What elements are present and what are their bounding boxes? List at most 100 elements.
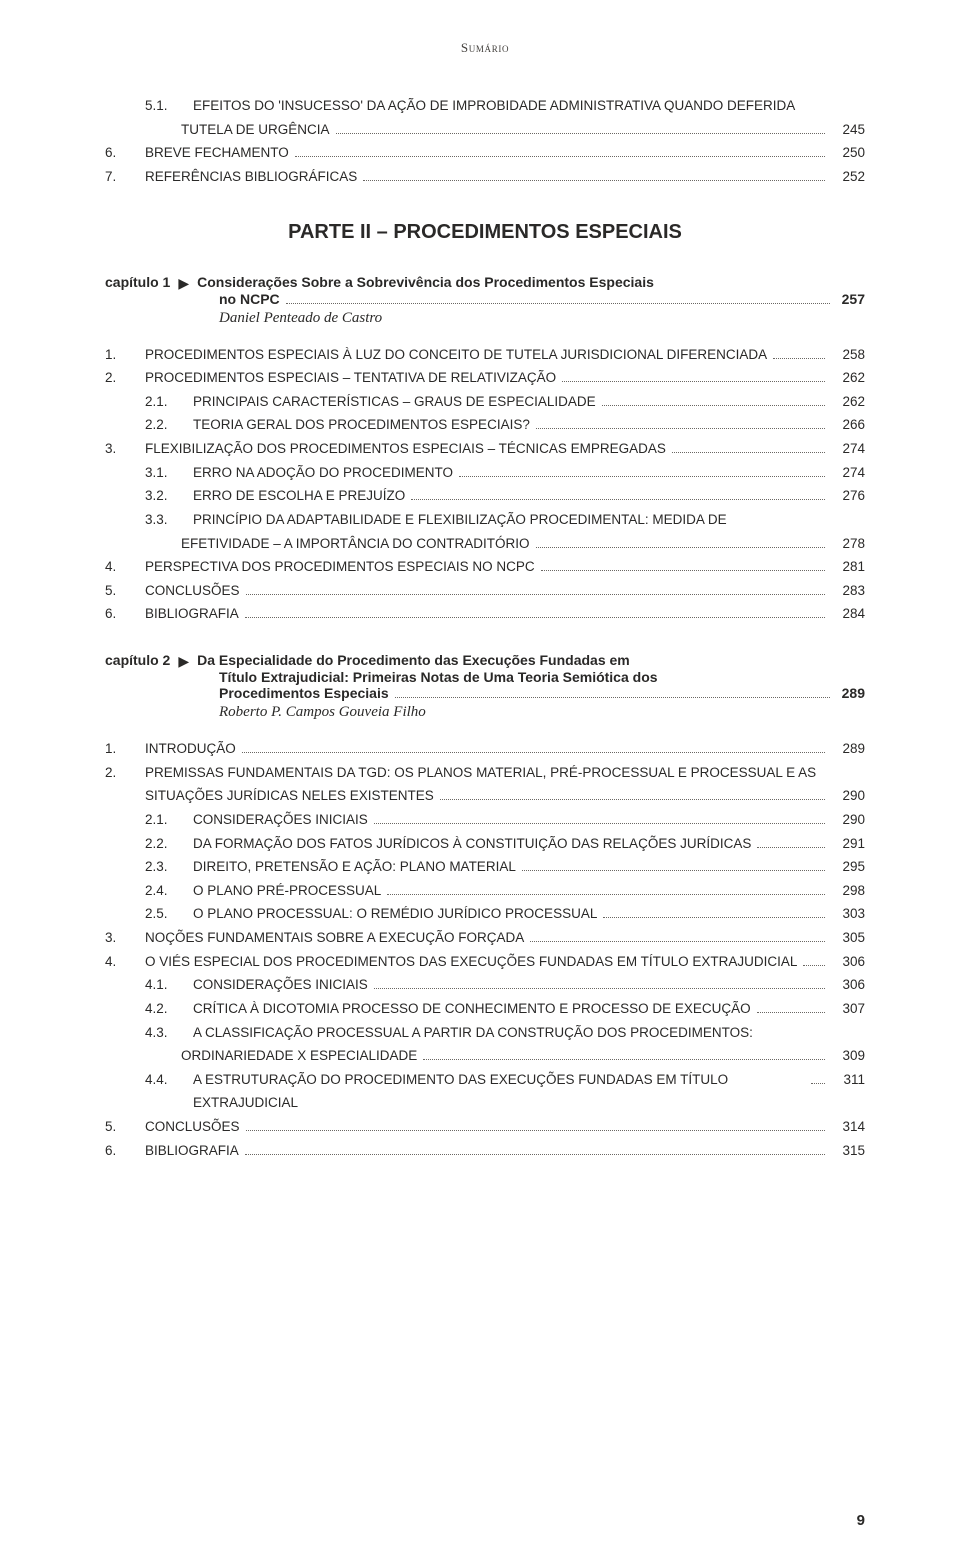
dot-leader	[363, 180, 825, 181]
toc-page: 298	[831, 879, 865, 903]
toc-row-continuation: TUTELA DE URGÊNCIA 245	[181, 118, 865, 142]
toc-number: 4.1.	[145, 973, 181, 997]
toc-text: PROCEDIMENTOS ESPECIAIS À LUZ DO CONCEIT…	[145, 343, 767, 367]
toc-text: EFETIVIDADE – A IMPORTÂNCIA DO CONTRADIT…	[181, 532, 530, 556]
dot-leader	[757, 847, 825, 848]
triangle-icon: ▶	[178, 275, 189, 292]
toc-text: ORDINARIEDADE X ESPECIALIDADE	[181, 1044, 417, 1068]
toc-row: 6. BREVE FECHAMENTO 250	[105, 141, 865, 165]
toc-row: 7. REFERÊNCIAS BIBLIOGRÁFICAS 252	[105, 165, 865, 189]
toc-row: 5.CONCLUSÕES283	[105, 579, 865, 603]
toc-number: 4.3.	[145, 1021, 181, 1045]
chapter-heading: capítulo 2 ▶ Da Especialidade do Procedi…	[105, 652, 865, 721]
toc-page: 314	[831, 1115, 865, 1139]
chapter-title-line2: Título Extrajudicial: Primeiras Notas de…	[219, 669, 865, 685]
toc-row: 2.5.O PLANO PROCESSUAL: O REMÉDIO JURÍDI…	[145, 902, 865, 926]
dot-leader	[374, 988, 825, 989]
toc-row: 2.4.O PLANO PRÉ-PROCESSUAL298	[145, 879, 865, 903]
dot-leader	[295, 156, 825, 157]
toc-page: 289	[831, 737, 865, 761]
toc-row: 1.INTRODUÇÃO289	[105, 737, 865, 761]
dot-leader	[423, 1059, 825, 1060]
toc-page: 290	[831, 808, 865, 832]
toc-page: 281	[831, 555, 865, 579]
toc-row: 6.BIBLIOGRAFIA315	[105, 1139, 865, 1163]
toc-text: TUTELA DE URGÊNCIA	[181, 118, 330, 142]
toc-page: 290	[831, 784, 865, 808]
toc-number: 4.	[105, 950, 133, 974]
dot-leader	[803, 965, 825, 966]
dot-leader	[773, 358, 825, 359]
dot-leader	[245, 1154, 825, 1155]
toc-row: 4.1.CONSIDERAÇÕES INICIAIS306	[145, 973, 865, 997]
toc-row: 5.CONCLUSÕES314	[105, 1115, 865, 1139]
toc-text: O VIÉS ESPECIAL DOS PROCEDIMENTOS DAS EX…	[145, 950, 797, 974]
toc-text: PERSPECTIVA DOS PROCEDIMENTOS ESPECIAIS …	[145, 555, 535, 579]
toc-number: 6.	[105, 141, 133, 165]
toc-row: 2.1.CONSIDERAÇÕES INICIAIS290	[145, 808, 865, 832]
toc-number: 1.	[105, 737, 133, 761]
toc-number: 3.	[105, 926, 133, 950]
toc-page: 262	[831, 390, 865, 414]
toc-number: 2.5.	[145, 902, 181, 926]
toc-number: 3.	[105, 437, 133, 461]
toc-page: 274	[831, 437, 865, 461]
toc-row: 3.2.ERRO DE ESCOLHA E PREJUÍZO276	[145, 484, 865, 508]
toc-page: 250	[831, 141, 865, 165]
toc-number: 5.	[105, 1115, 133, 1139]
chapter-label: capítulo 2	[105, 652, 170, 668]
toc-row: 2.2. TEORIA GERAL DOS PROCEDIMENTOS ESPEC…	[145, 413, 865, 437]
toc-text: NOÇÕES FUNDAMENTAIS SOBRE A EXECUÇÃO FOR…	[145, 926, 524, 950]
page-number: 9	[857, 1512, 865, 1529]
part-title: PARTE II – PROCEDIMENTOS ESPECIAIS	[105, 221, 865, 244]
toc-number: 2.2.	[145, 413, 181, 437]
toc-text: BIBLIOGRAFIA	[145, 602, 239, 626]
toc-page: 284	[831, 602, 865, 626]
dot-leader	[245, 617, 825, 618]
toc-number: 4.4.	[145, 1068, 181, 1092]
toc-text: PREMISSAS FUNDAMENTAIS DA TGD: OS PLANOS…	[145, 761, 816, 785]
dot-leader	[336, 133, 825, 134]
toc-row-continuation: SITUAÇÕES JURÍDICAS NELES EXISTENTES290	[145, 784, 865, 808]
toc-row: 4.PERSPECTIVA DOS PROCEDIMENTOS ESPECIAI…	[105, 555, 865, 579]
dot-leader	[459, 476, 825, 477]
dot-leader	[242, 752, 825, 753]
toc-page: 305	[831, 926, 865, 950]
toc-number: 2.1.	[145, 390, 181, 414]
chapter-author: Roberto P. Campos Gouveia Filho	[219, 704, 865, 721]
toc-page: 307	[831, 997, 865, 1021]
toc-text: A CLASSIFICAÇÃO PROCESSUAL A PARTIR DA C…	[193, 1021, 753, 1045]
toc-page: 303	[831, 902, 865, 926]
toc-page: 309	[831, 1044, 865, 1068]
dot-leader	[440, 799, 825, 800]
dot-leader	[541, 570, 825, 571]
toc-page: 306	[831, 973, 865, 997]
toc-text: CRÍTICA À DICOTOMIA PROCESSO DE CONHECIM…	[193, 997, 751, 1021]
toc-row: 2.1. PRINCIPAIS CARACTERÍSTICAS – GRAUS D…	[145, 390, 865, 414]
toc-text: TEORIA GERAL DOS PROCEDIMENTOS ESPECIAIS…	[193, 413, 530, 437]
dot-leader	[536, 547, 825, 548]
dot-leader	[246, 594, 825, 595]
pre-part-section: 5.1. EFEITOS DO 'INSUCESSO' DA AÇÃO DE I…	[105, 94, 865, 189]
toc-text: PRINCIPAIS CARACTERÍSTICAS – GRAUS DE ES…	[193, 390, 596, 414]
toc-page: 266	[831, 413, 865, 437]
toc-text: DIREITO, PRETENSÃO E AÇÃO: PLANO MATERIA…	[193, 855, 516, 879]
toc-page: 252	[831, 165, 865, 189]
toc-page: 262	[831, 366, 865, 390]
dot-leader	[246, 1130, 825, 1131]
toc-number: 5.1.	[145, 94, 181, 118]
chapter-title: Da Especialidade do Procedimento das Exe…	[197, 652, 865, 668]
toc-page: 258	[831, 343, 865, 367]
toc-row: 2.2.DA FORMAÇÃO DOS FATOS JURÍDICOS À CO…	[145, 832, 865, 856]
toc-row: 2.3.DIREITO, PRETENSÃO E AÇÃO: PLANO MAT…	[145, 855, 865, 879]
toc-row: 4.4.A ESTRUTURAÇÃO DO PROCEDIMENTO DAS E…	[145, 1068, 865, 1115]
dot-leader	[530, 941, 825, 942]
toc-page: 283	[831, 579, 865, 603]
toc-text: BIBLIOGRAFIA	[145, 1139, 239, 1163]
toc-number: 3.1.	[145, 461, 181, 485]
toc-row: 3.FLEXIBILIZAÇÃO DOS PROCEDIMENTOS ESPEC…	[105, 437, 865, 461]
toc-page: 291	[831, 832, 865, 856]
chapter-heading: capítulo 1 ▶ Considerações Sobre a Sobre…	[105, 274, 865, 327]
toc-text: EFEITOS DO 'INSUCESSO' DA AÇÃO DE IMPROB…	[193, 94, 795, 118]
dot-leader	[602, 405, 825, 406]
